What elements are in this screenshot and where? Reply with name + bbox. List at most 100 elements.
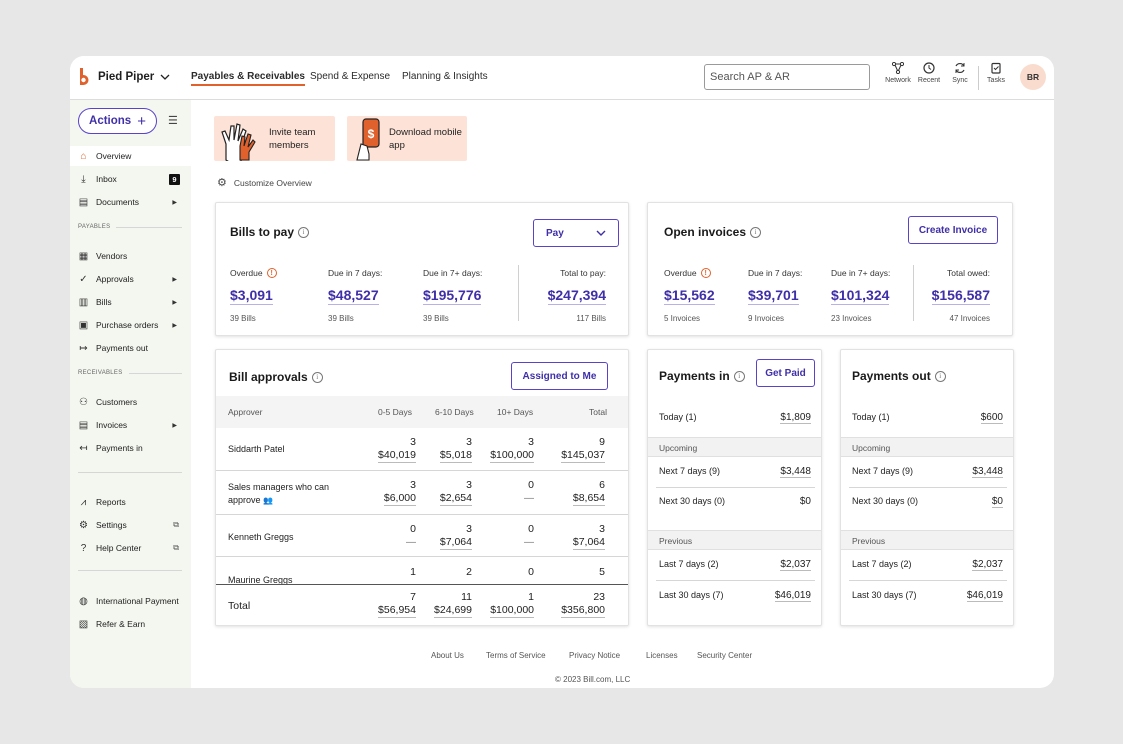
cell-amount[interactable]: $8,654	[572, 492, 605, 506]
sidebar-item-reports[interactable]: ⩘ Reports	[70, 492, 191, 512]
cell-amount[interactable]: $7,064	[572, 536, 605, 550]
payment-row-next-30[interactable]: Next 30 days (0) $0	[852, 496, 1003, 508]
sidebar-item-invoices[interactable]: ▤ Invoices ▶	[70, 415, 191, 435]
payment-row-value[interactable]: $3,448	[780, 466, 811, 478]
sidebar-item-vendors[interactable]: ▦ Vendors	[70, 246, 191, 266]
assigned-to-me-button[interactable]: Assigned to Me	[511, 362, 608, 390]
payment-row-value[interactable]: $46,019	[966, 590, 1003, 602]
metric-label: Due in 7 days:	[748, 268, 803, 278]
cell-amount[interactable]: $2,654	[439, 492, 472, 506]
sidebar-item-bills[interactable]: ▥ Bills ▶	[70, 292, 191, 312]
cell-amount[interactable]: $7,064	[439, 536, 472, 550]
sidebar-item-approvals[interactable]: ✓ Approvals ▶	[70, 269, 191, 289]
cell-amount[interactable]: $24,699	[434, 604, 472, 618]
cell-amount[interactable]: $40,019	[378, 449, 416, 463]
footer-link-privacy[interactable]: Privacy Notice	[569, 651, 621, 660]
globe-icon: ◍	[79, 595, 88, 607]
info-icon[interactable]: i	[750, 226, 762, 238]
pay-dropdown[interactable]: Pay	[533, 219, 619, 247]
table-row[interactable]: Sales managers who can approve 👥 3 $6,000…	[216, 471, 628, 515]
network-button[interactable]: Network	[882, 62, 914, 84]
payment-row-label: Last 7 days (2)	[852, 559, 912, 569]
cell-amount[interactable]: $5,018	[439, 449, 472, 463]
sidebar-item-refer-earn[interactable]: ▧ Refer & Earn	[70, 614, 191, 634]
tasks-icon	[991, 62, 1001, 74]
payment-row-value[interactable]: $600	[980, 412, 1003, 424]
download-app-promo[interactable]: $ Download mobile app	[347, 116, 467, 161]
sync-button[interactable]: Sync	[944, 62, 976, 84]
sidebar-item-payments-out[interactable]: ↦ Payments out	[70, 338, 191, 358]
tab-planning-insights[interactable]: Planning & Insights	[402, 71, 488, 82]
payment-row-value[interactable]: $3,448	[972, 466, 1003, 478]
payment-row-value[interactable]: $2,037	[780, 559, 811, 571]
payment-row-last-7[interactable]: Last 7 days (2) $2,037	[659, 559, 811, 571]
payment-row-next-30[interactable]: Next 30 days (0) $0	[659, 496, 811, 507]
metric-value[interactable]: $48,527	[328, 287, 379, 305]
get-paid-button[interactable]: Get Paid	[756, 359, 815, 387]
metric-label: Due in 7 days:	[328, 268, 383, 278]
cell-amount[interactable]: $6,000	[383, 492, 416, 506]
metric-value[interactable]: $195,776	[423, 287, 482, 305]
collapse-sidebar-icon[interactable]: ☰	[168, 115, 178, 127]
search-input[interactable]: Search AP & AR	[704, 64, 870, 90]
payment-row-value[interactable]: $0	[991, 496, 1003, 508]
payment-row-value[interactable]: $2,037	[972, 559, 1003, 571]
cell-10-plus-days: 0—	[524, 478, 534, 505]
tab-payables-receivables[interactable]: Payables & Receivables	[191, 71, 305, 86]
info-icon[interactable]: i	[298, 226, 310, 238]
footer-link-security[interactable]: Security Center	[697, 651, 753, 660]
inbox-icon: ⤓	[81, 173, 86, 185]
avatar[interactable]: BR	[1020, 64, 1046, 90]
sidebar-item-international-payment[interactable]: ◍ International Payment	[70, 591, 191, 611]
payment-row-value[interactable]: $0	[799, 496, 811, 507]
create-invoice-button[interactable]: Create Invoice	[908, 216, 998, 244]
payment-row-today[interactable]: Today (1) $600	[852, 412, 1003, 424]
info-icon[interactable]: i	[311, 371, 323, 383]
sidebar-item-overview[interactable]: ⌂ Overview	[70, 146, 191, 166]
actions-button[interactable]: Actions +	[78, 108, 157, 134]
payment-row-label: Last 7 days (2)	[659, 559, 719, 569]
metric-value[interactable]: $3,091	[230, 287, 273, 305]
footer-link-about[interactable]: About Us	[431, 651, 464, 660]
info-icon[interactable]: i	[934, 370, 946, 382]
sidebar-item-help-center[interactable]: ? Help Center ⧉	[70, 538, 191, 558]
payment-row-last-30[interactable]: Last 30 days (7) $46,019	[852, 590, 1003, 602]
org-switcher[interactable]: Pied Piper	[98, 71, 170, 83]
tasks-button[interactable]: Tasks	[980, 62, 1012, 84]
payment-row-today[interactable]: Today (1) $1,809	[659, 412, 811, 424]
footer-link-licenses[interactable]: Licenses	[646, 651, 678, 660]
sidebar-item-inbox[interactable]: ⤓ Inbox 9	[70, 169, 191, 189]
sidebar-item-customers[interactable]: ⚇ Customers	[70, 392, 191, 412]
tab-spend-expense[interactable]: Spend & Expense	[310, 71, 391, 82]
table-row[interactable]: Maurine Greggs 1 2 0 5	[216, 557, 628, 597]
table-row[interactable]: Siddarth Patel 3 $40,019 3 $5,018 3 $100,00…	[216, 429, 628, 471]
metric-value[interactable]: $101,324	[831, 287, 890, 305]
metric-value[interactable]: $15,562	[664, 287, 715, 305]
metric-value[interactable]: $247,394	[547, 287, 606, 305]
footer-link-terms[interactable]: Terms of Service	[486, 651, 546, 660]
metric-value[interactable]: $39,701	[748, 287, 799, 305]
payment-row-value[interactable]: $1,809	[780, 412, 811, 424]
recent-button[interactable]: Recent	[913, 62, 945, 84]
sidebar-item-payments-in[interactable]: ↤ Payments in	[70, 438, 191, 458]
payment-row-value[interactable]: $46,019	[774, 590, 811, 602]
gear-icon: ⚙	[217, 177, 227, 189]
sidebar-item-settings[interactable]: ⚙ Settings ⧉	[70, 515, 191, 535]
sidebar-item-documents[interactable]: ▤ Documents ▶	[70, 192, 191, 212]
cell-amount[interactable]: $145,037	[561, 449, 605, 463]
table-row[interactable]: Kenneth Greggs 0— 3 $7,064 0— 3 $7,064	[216, 515, 628, 557]
payment-row-next-7[interactable]: Next 7 days (9) $3,448	[852, 466, 1003, 478]
sidebar-item-purchase-orders[interactable]: ▣ Purchase orders ▶	[70, 315, 191, 335]
cell-amount[interactable]: $100,000	[490, 604, 534, 618]
payment-row-last-7[interactable]: Last 7 days (2) $2,037	[852, 559, 1003, 571]
invite-team-promo[interactable]: Invite team members	[214, 116, 335, 161]
payment-row-last-30[interactable]: Last 30 days (7) $46,019	[659, 590, 811, 602]
payment-row-next-7[interactable]: Next 7 days (9) $3,448	[659, 466, 811, 478]
customize-overview-link[interactable]: ⚙ Customize Overview	[217, 176, 312, 189]
bill-logo-icon[interactable]	[78, 68, 90, 86]
cell-amount[interactable]: $100,000	[490, 449, 534, 463]
cell-amount[interactable]: $56,954	[378, 604, 416, 618]
metric-value[interactable]: $156,587	[931, 287, 990, 305]
cell-amount[interactable]: $356,800	[561, 604, 605, 618]
info-icon[interactable]: i	[733, 370, 745, 382]
